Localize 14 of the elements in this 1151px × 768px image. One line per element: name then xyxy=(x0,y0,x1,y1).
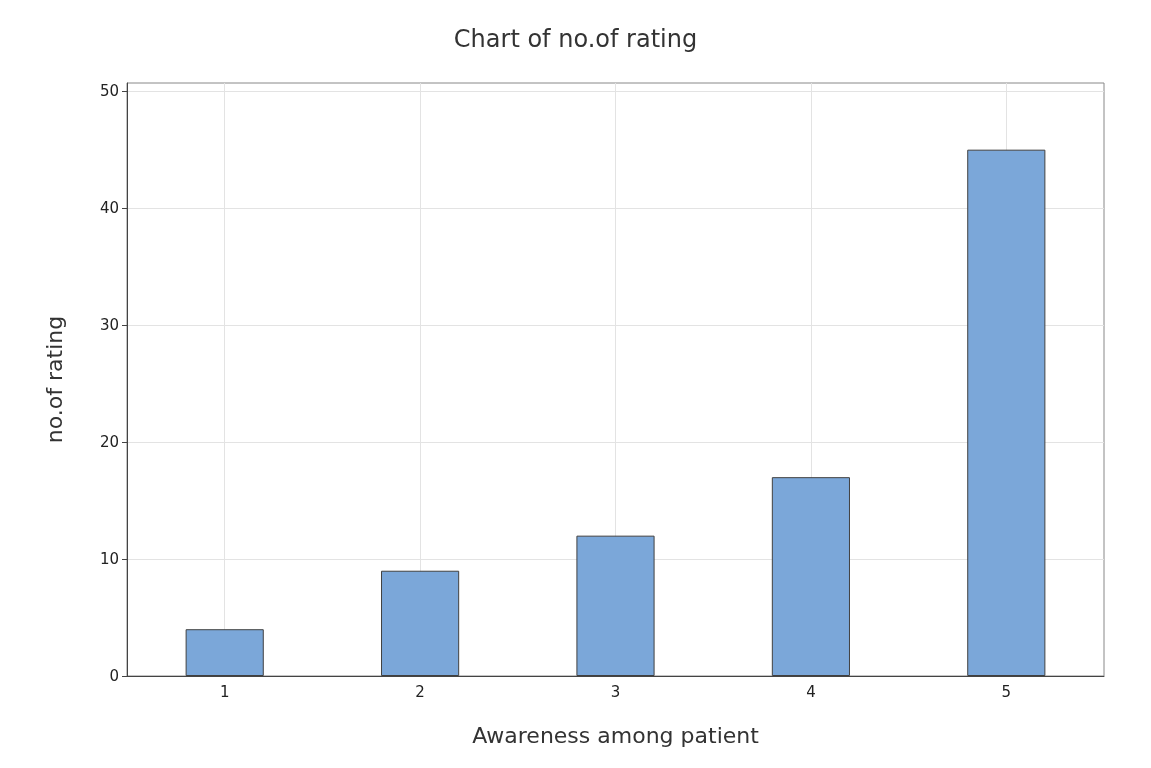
x-tick-label: 2 xyxy=(415,682,425,701)
y-tick-label: 50 xyxy=(99,82,119,101)
y-tick-label: 10 xyxy=(99,550,119,569)
y-tick-label: 40 xyxy=(99,199,119,218)
x-tick-label: 4 xyxy=(806,682,816,701)
x-axis-title: Awareness among patient xyxy=(472,722,760,748)
y-tick-label: 20 xyxy=(99,433,119,452)
x-tick-label: 3 xyxy=(610,682,621,701)
y-tick-label: 0 xyxy=(109,667,119,685)
x-tick-label: 1 xyxy=(219,682,230,701)
x-tick-label: 5 xyxy=(1001,682,1012,701)
y-tick-label: 30 xyxy=(99,316,119,335)
chart-title: Chart of no.of rating xyxy=(453,25,698,53)
y-axis-title: no.of rating xyxy=(41,315,67,444)
